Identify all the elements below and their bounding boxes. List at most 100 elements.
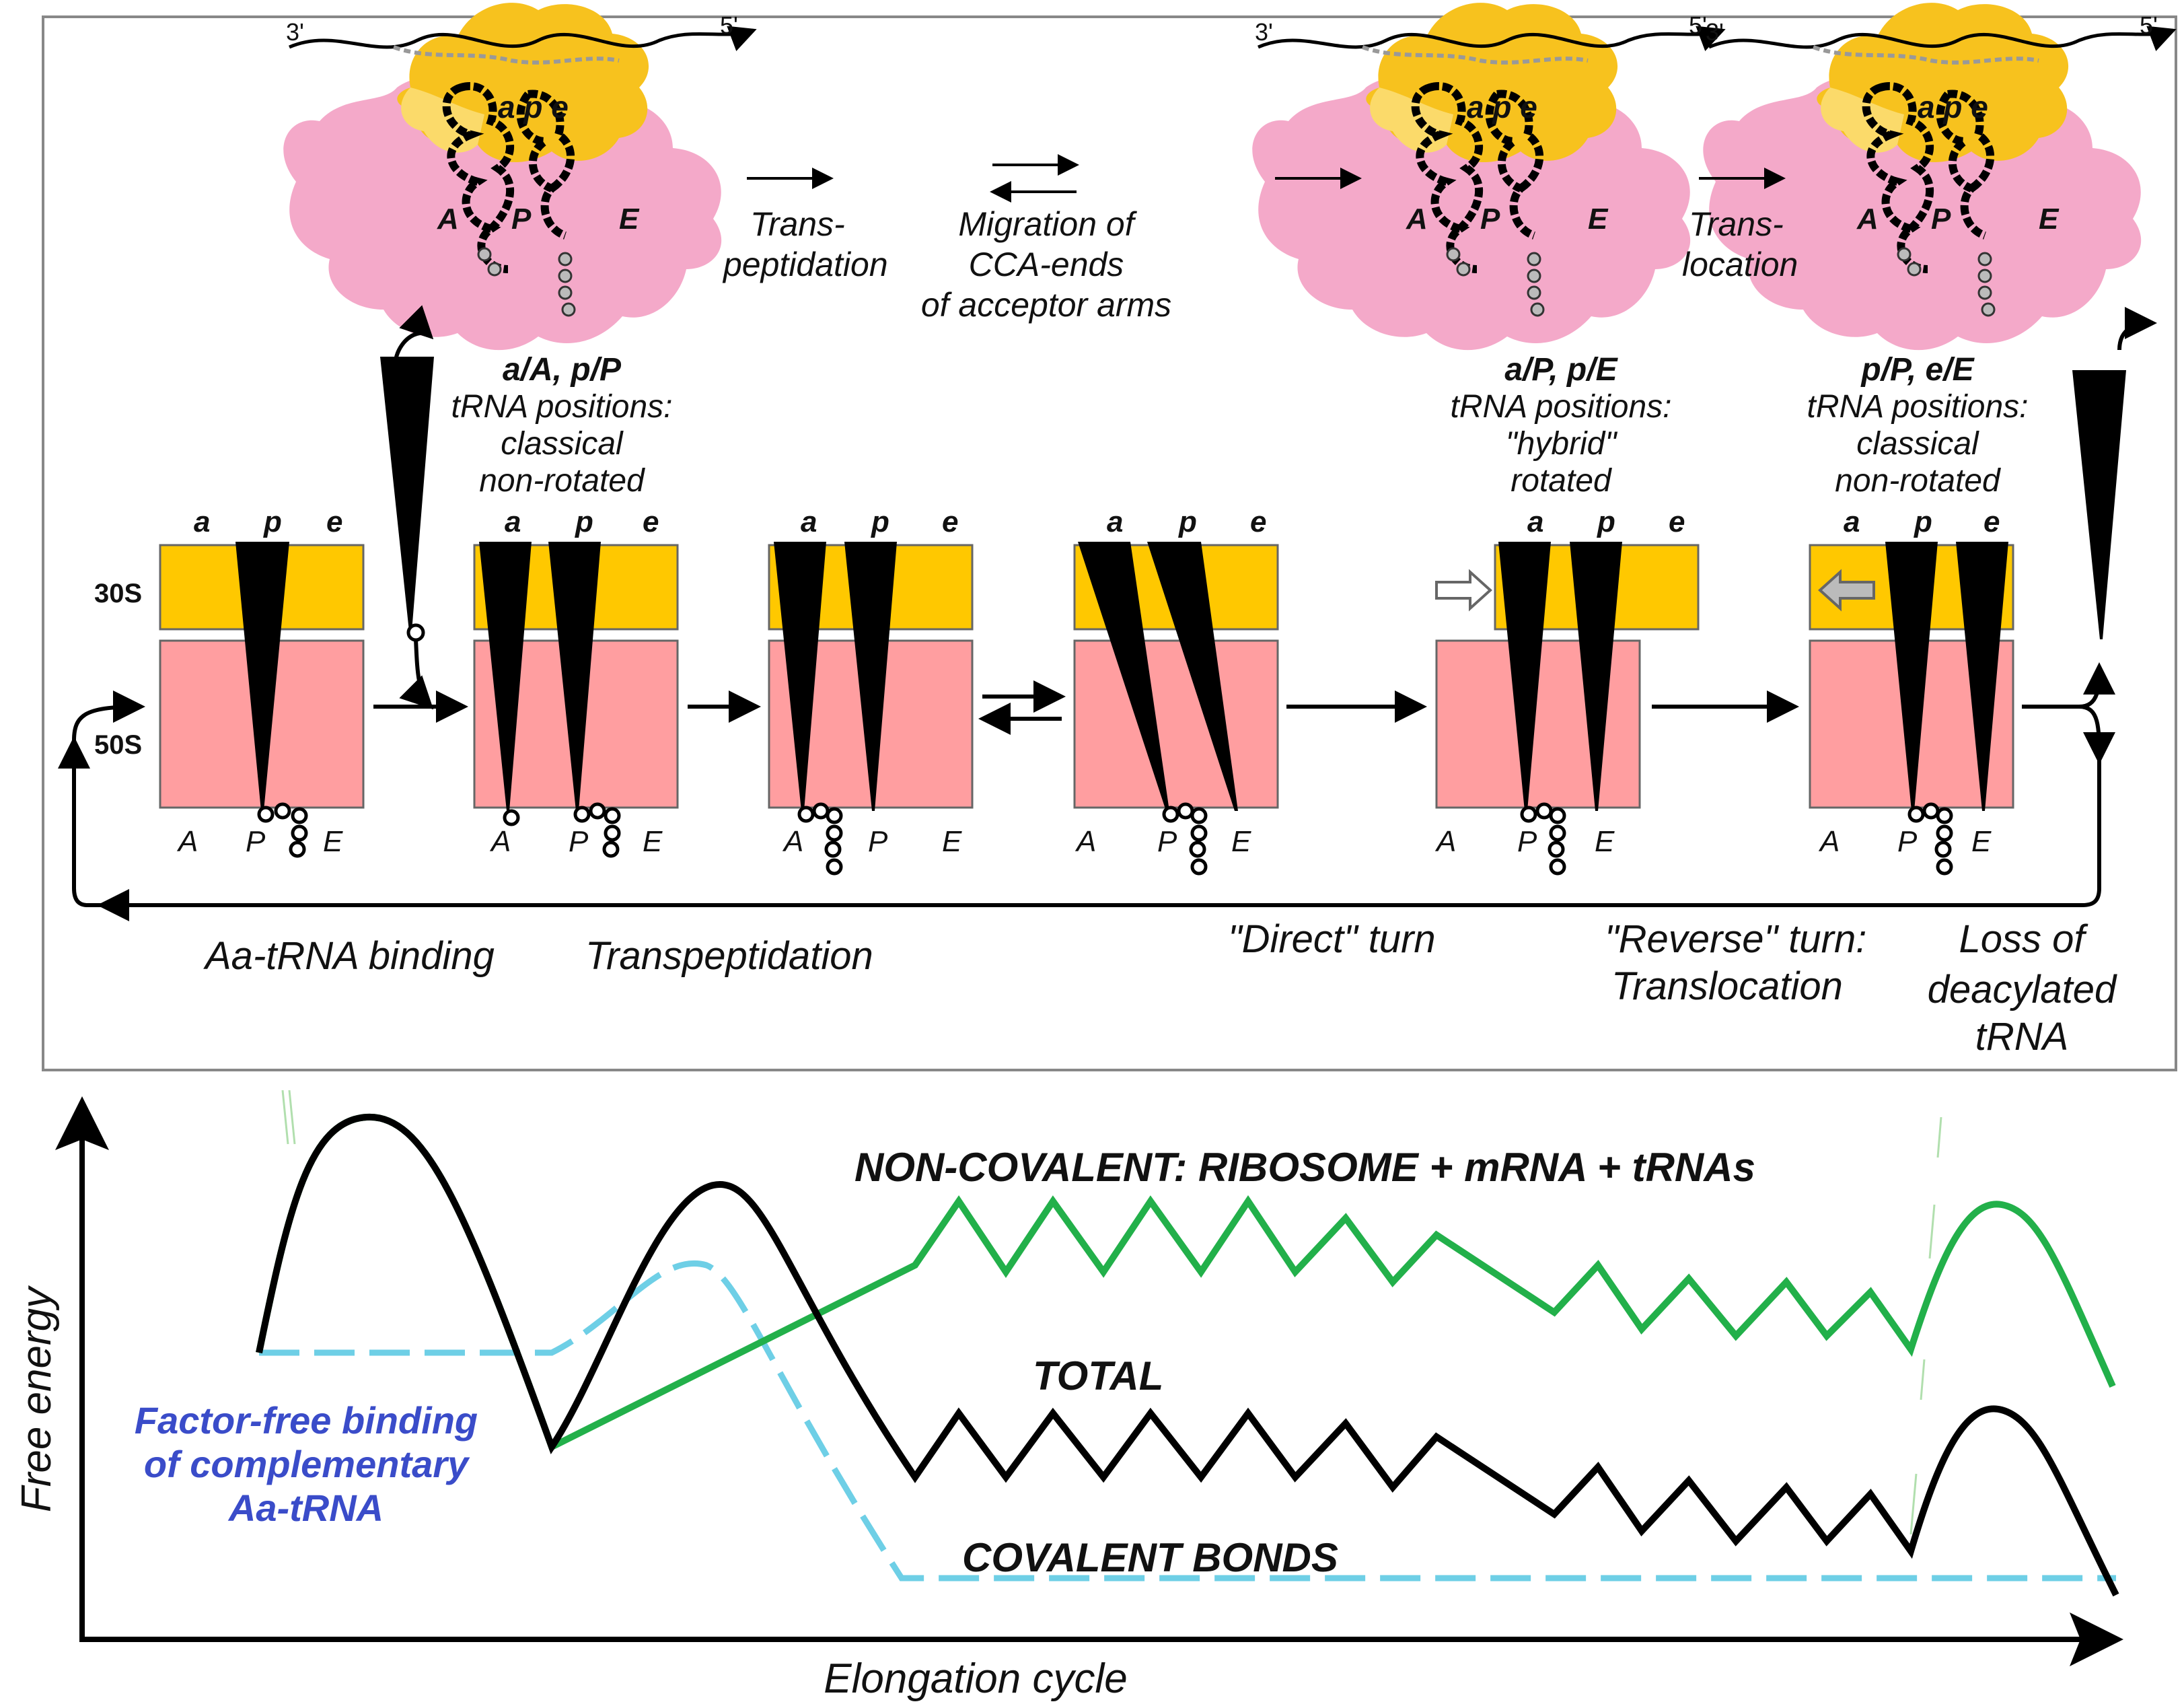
- incoming-arrow-down: [399, 639, 434, 710]
- label-location: location: [1682, 246, 1798, 283]
- arrow-out-up: [2022, 662, 2115, 709]
- site-p-label: P: [511, 203, 532, 236]
- state3-title: p/P, e/E: [1860, 352, 1975, 388]
- mrna-5-label: 5': [2140, 11, 2158, 39]
- panel-5-bottom-site-E: E: [1595, 825, 1615, 858]
- label-migration-2: CCA-ends: [969, 246, 1124, 283]
- panel-4-bottom-site-P: P: [1157, 825, 1177, 858]
- small-subunit-sites: a p e: [1918, 90, 1988, 125]
- panel-1-top-site-p: p: [263, 505, 282, 538]
- curved-arrow-out: [2117, 307, 2157, 351]
- panel-6-top-site-a: a: [1844, 505, 1860, 538]
- site-e-label: E: [2039, 203, 2060, 236]
- panel-6-top-site-e: e: [1983, 505, 2000, 538]
- panel-2-top-site-e: e: [643, 505, 659, 538]
- small-subunit-sites: a p e: [498, 90, 569, 125]
- return-into-panel-1: [72, 690, 145, 741]
- site-p-label: P: [1931, 203, 1951, 236]
- state3-line1: tRNA positions:: [1807, 389, 2028, 425]
- panel-2-bottom-site-E: E: [643, 825, 663, 858]
- site-p-label: P: [1480, 203, 1500, 236]
- small-subunit-sites: a p e: [1467, 90, 1537, 125]
- label-factor-free-3: Aa-tRNA: [227, 1487, 384, 1529]
- state2-title: a/P, p/E: [1504, 352, 1618, 388]
- panel-1-top-site-a: a: [194, 505, 210, 538]
- panel-4-top-site-e: e: [1250, 505, 1266, 538]
- energy-diagram: Free energy Elongation cycle NON-COVALEN…: [13, 1090, 2123, 1702]
- label-factor-free-2: of complementary: [144, 1443, 470, 1485]
- site-a-label: A: [437, 203, 459, 236]
- label-aa-trna-binding: Aa-tRNA binding: [203, 934, 495, 978]
- panel-3-bottom-site-E: E: [942, 825, 962, 858]
- label-covalent: COVALENT BONDS: [962, 1535, 1338, 1580]
- incoming-trna: [380, 357, 434, 631]
- ribosome-structure-2: 3' 5' a p e A P E: [1252, 3, 1722, 350]
- panel-3-top-site-p: p: [871, 505, 889, 538]
- panel-6-bottom-site-E: E: [1971, 825, 1992, 858]
- faint-marks: [281, 1090, 1942, 1535]
- panel-2-bottom-site-P: P: [569, 825, 589, 858]
- panel-3-top-site-e: e: [942, 505, 958, 538]
- panel-5-top-site-p: p: [1597, 505, 1615, 538]
- panel-3-top-site-a: a: [801, 505, 817, 538]
- shift-arrow-left: [1818, 569, 1875, 612]
- panel-5-top-site-e: e: [1669, 505, 1685, 538]
- label-loss-2: deacylated: [1928, 968, 2117, 1011]
- panel-1-bottom-site-A: A: [176, 825, 198, 858]
- site-e-label: E: [619, 203, 640, 236]
- panel-5: [1435, 542, 1700, 811]
- panel-6: [1809, 542, 2014, 811]
- label-50s: 50S: [94, 730, 142, 760]
- panel-2-top-site-p: p: [575, 505, 593, 538]
- shift-arrow-right: [1435, 569, 1492, 612]
- panel-4: [1073, 542, 1279, 811]
- curved-arrow-in: [392, 305, 434, 405]
- x-axis-label: Elongation cycle: [824, 1656, 1128, 1702]
- mrna-3-label: 3': [1255, 18, 1273, 46]
- panel-5-bottom-site-A: A: [1434, 825, 1456, 858]
- label-migration-3: of acceptor arms: [921, 286, 1171, 324]
- panel-6-top-site-p: p: [1914, 505, 1932, 538]
- panel-5-bottom-site-P: P: [1517, 825, 1537, 858]
- panel-6-bottom-site-P: P: [1897, 825, 1918, 858]
- state3-line3: non-rotated: [1835, 463, 2001, 499]
- site-a-label: A: [1856, 203, 1879, 236]
- panel-3-bottom-site-P: P: [868, 825, 888, 858]
- state2-line3: rotated: [1510, 463, 1612, 499]
- panel-2-top-site-a: a: [505, 505, 521, 538]
- label-loss-1: Loss of: [1959, 917, 2089, 961]
- ribosome-structure-1: 3' 5' a p e A P E: [283, 3, 754, 350]
- label-total: TOTAL: [1033, 1353, 1163, 1398]
- label-noncovalent: NON-COVALENT: RIBOSOME + mRNA + tRNAs: [854, 1145, 1755, 1190]
- panel-1-bottom-site-E: E: [323, 825, 343, 858]
- state2-line1: tRNA positions:: [1450, 389, 1671, 425]
- outgoing-trna: [2072, 370, 2126, 639]
- state1-line3: non-rotated: [479, 463, 645, 499]
- panel-2: [473, 542, 679, 811]
- return-loop-arrow: [58, 736, 2101, 907]
- state1-line1: tRNA positions:: [451, 389, 672, 425]
- total-curve: [256, 1113, 2119, 1597]
- label-translocation: Translocation: [1611, 964, 1843, 1008]
- label-peptidation: peptidation: [722, 246, 888, 283]
- panel-6-bottom-site-A: A: [1818, 825, 1840, 858]
- cca-chains: [257, 802, 1953, 876]
- label-loss-3: tRNA: [1975, 1015, 2069, 1059]
- state2-line2: "hybrid": [1506, 426, 1618, 462]
- panel-1: 30S 50S: [94, 542, 365, 811]
- panel-4-top-site-a: a: [1107, 505, 1123, 538]
- y-axis-label: Free energy: [13, 1285, 60, 1512]
- panel-4-top-site-p: p: [1178, 505, 1197, 538]
- panel-4-bottom-site-E: E: [1231, 825, 1251, 858]
- state3-line2: classical: [1856, 426, 1979, 462]
- top-panel-frame: [42, 15, 2177, 1071]
- ribosome-panels: 30S 50S: [94, 357, 2126, 876]
- mrna-5-label: 5': [1689, 11, 1707, 39]
- panel-5-top-site-a: a: [1527, 505, 1543, 538]
- mrna-5-label: 5': [720, 11, 738, 39]
- mrna-3-label: 3': [286, 18, 304, 46]
- label-direct-turn: "Direct" turn: [1228, 917, 1436, 961]
- label-reverse-turn: "Reverse" turn:: [1605, 917, 1866, 961]
- label-trans: Trans-: [750, 205, 845, 243]
